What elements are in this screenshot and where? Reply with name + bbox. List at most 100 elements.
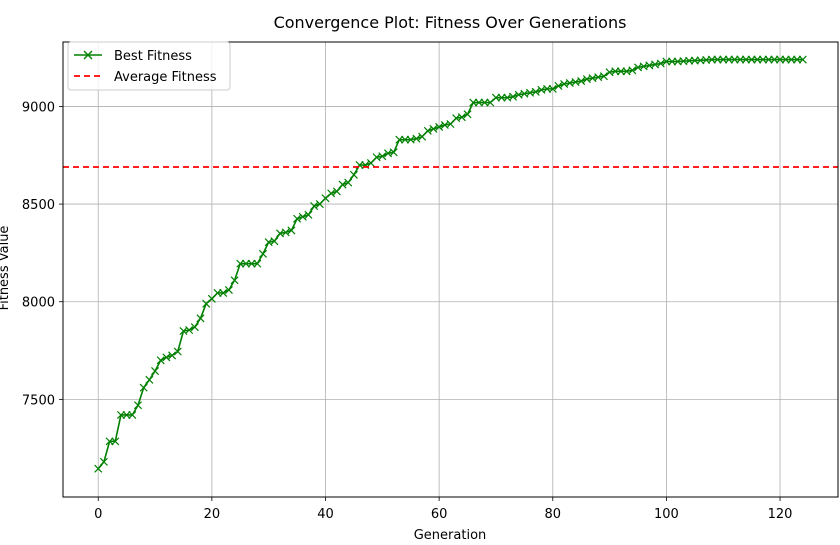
best-fitness-point — [435, 122, 444, 131]
best-fitness-point — [133, 401, 143, 410]
best-fitness-point — [480, 98, 489, 107]
best-fitness-point — [293, 214, 302, 223]
best-fitness-point — [338, 180, 347, 189]
best-fitness-point — [730, 55, 739, 64]
x-tick-label: 40 — [317, 507, 334, 522]
best-fitness-point — [304, 210, 313, 219]
best-fitness-point — [423, 126, 432, 135]
best-fitness-point — [145, 375, 154, 384]
best-fitness-point — [173, 347, 182, 356]
best-fitness-point — [616, 67, 625, 76]
best-fitness-point — [389, 148, 398, 157]
best-fitness-point — [719, 55, 728, 64]
best-fitness-point — [724, 55, 733, 64]
best-fitness-point — [548, 84, 557, 93]
best-fitness-point — [491, 93, 500, 102]
best-fitness-point — [224, 285, 233, 295]
best-fitness-point — [747, 55, 756, 64]
best-fitness-point — [736, 55, 745, 64]
best-fitness-point — [99, 457, 108, 466]
best-fitness-point — [230, 276, 239, 285]
best-fitness-point — [151, 367, 160, 376]
best-fitness-point — [395, 135, 404, 144]
best-fitness-point — [508, 92, 518, 101]
best-fitness-point — [258, 249, 268, 258]
best-fitness-point — [196, 314, 205, 323]
plot-series — [63, 55, 838, 473]
best-fitness-point — [776, 55, 785, 64]
x-tick-label: 80 — [544, 507, 561, 522]
best-fitness-point — [168, 351, 177, 360]
best-fitness-point — [787, 55, 796, 64]
best-fitness-point — [753, 55, 762, 64]
x-axis-label: Generation — [414, 528, 487, 543]
best-fitness-point — [764, 55, 773, 64]
best-fitness-point — [412, 134, 421, 143]
best-fitness-point — [185, 326, 194, 335]
best-fitness-point — [241, 259, 250, 268]
best-fitness-point — [758, 55, 768, 64]
y-tick-label: 7500 — [22, 393, 55, 408]
best-fitness-point — [213, 288, 222, 297]
legend-best-fitness-marker — [83, 50, 93, 60]
best-fitness-point — [298, 212, 307, 221]
best-fitness-point — [531, 87, 540, 96]
y-tick-label: 8500 — [22, 198, 55, 213]
best-fitness-point — [781, 55, 790, 64]
best-fitness-point — [122, 410, 131, 420]
best-fitness-point — [128, 410, 137, 420]
legend: Best Fitness Average Fitness — [67, 41, 231, 91]
best-fitness-point — [281, 228, 290, 237]
chart-title: Convergence Plot: Fitness Over Generatio… — [274, 13, 627, 32]
best-fitness-point — [247, 259, 256, 268]
best-fitness-point — [662, 57, 671, 66]
best-fitness-point — [469, 98, 478, 107]
best-fitness-point — [332, 187, 341, 196]
best-fitness-point — [554, 81, 563, 90]
best-fitness-point — [349, 170, 358, 179]
best-fitness-point — [463, 110, 472, 119]
best-fitness-point — [770, 55, 779, 64]
best-fitness-point — [236, 259, 245, 268]
x-tick-label: 20 — [204, 507, 221, 522]
legend-box — [67, 41, 231, 91]
best-fitness-point — [116, 410, 125, 420]
best-fitness-point — [139, 383, 148, 392]
best-fitness-point — [543, 84, 552, 93]
best-fitness-point — [741, 55, 750, 64]
best-fitness-point — [156, 356, 165, 365]
best-fitness-point — [253, 259, 262, 268]
best-fitness-point — [577, 77, 586, 86]
y-tick-label: 9000 — [22, 100, 55, 115]
best-fitness-point — [798, 55, 807, 64]
axes-frame — [62, 41, 839, 498]
best-fitness-point — [162, 353, 171, 362]
best-fitness-point — [707, 55, 716, 64]
best-fitness-point — [344, 178, 353, 187]
best-fitness-point — [219, 288, 228, 297]
best-fitness-point — [497, 93, 506, 102]
y-tick-label: 8000 — [22, 296, 55, 311]
x-tick-label: 120 — [768, 507, 793, 522]
best-fitness-point — [429, 124, 438, 133]
best-fitness-point — [327, 189, 336, 198]
best-fitness-point — [94, 464, 103, 473]
best-fitness-point — [270, 237, 279, 246]
best-fitness-point — [457, 113, 466, 122]
best-fitness-point — [111, 437, 120, 446]
best-fitness-point — [401, 135, 410, 144]
best-fitness-point — [611, 67, 620, 76]
best-fitness-point — [713, 55, 722, 64]
best-fitness-point — [628, 66, 637, 75]
best-fitness-point — [793, 55, 802, 64]
x-tick-label: 0 — [94, 507, 102, 522]
grid — [63, 42, 838, 497]
x-tick-label: 100 — [654, 507, 679, 522]
y-axis-label: Fitness Value — [0, 226, 12, 311]
x-tick-label: 60 — [431, 507, 448, 522]
legend-best-fitness-label: Best Fitness — [114, 49, 192, 64]
best-fitness-point — [190, 323, 199, 332]
legend-average-fitness-label: Average Fitness — [114, 70, 217, 85]
